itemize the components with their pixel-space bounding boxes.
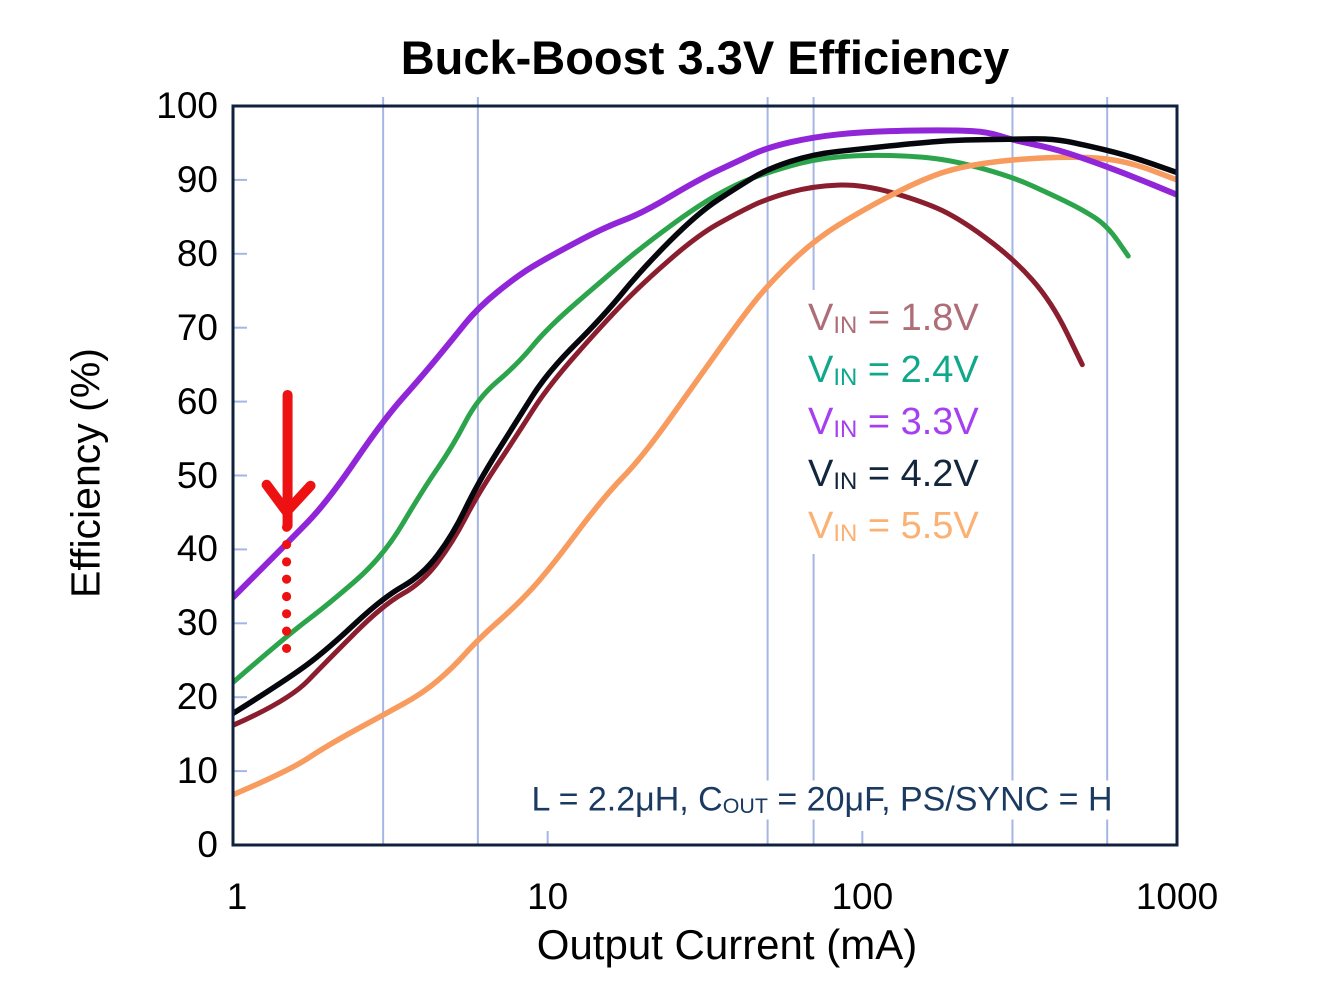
legend-value: = 5.5V bbox=[857, 505, 979, 547]
x-tick-label: 1 bbox=[226, 876, 248, 917]
x-tick-label: 100 bbox=[831, 876, 894, 917]
red-dotted-line-dot bbox=[281, 591, 292, 602]
legend-symbol: V bbox=[808, 401, 834, 443]
curve-vin-4.2v bbox=[233, 136, 1177, 717]
legend-value: = 3.3V bbox=[857, 401, 979, 443]
y-axis-label: Efficiency (%) bbox=[62, 348, 109, 598]
legend-symbol-subscript: IN bbox=[833, 467, 858, 495]
curve-vin-5.5v bbox=[233, 154, 1177, 798]
legend-symbol-subscript: IN bbox=[833, 415, 858, 443]
red-dotted-line-dot bbox=[281, 609, 292, 619]
y-tick-label: 100 bbox=[156, 85, 218, 126]
legend: VIN = 1.8V VIN = 2.4V VIN = 3.3V VIN = 4.2V… bbox=[806, 290, 985, 554]
red-dotted-line-dot bbox=[281, 626, 292, 636]
red-dotted-line-dot bbox=[281, 574, 292, 584]
x-axis-label: Output Current (mA) bbox=[536, 921, 918, 968]
y-tick-label: 0 bbox=[197, 824, 218, 865]
plot-frame bbox=[231, 104, 1179, 847]
red-dotted-line-dot bbox=[281, 522, 292, 532]
legend-symbol-subscript: IN bbox=[833, 519, 858, 547]
y-tick-label: 30 bbox=[176, 602, 218, 644]
annotation-suffix: = 20μF, PS/SYNC = H bbox=[767, 780, 1113, 819]
curve-vin-2.4v bbox=[233, 152, 1131, 685]
legend-value: = 4.2V bbox=[857, 453, 979, 495]
red-arrow-head bbox=[261, 479, 316, 517]
y-tick-label: 70 bbox=[176, 306, 218, 348]
red-dotted-line-dot bbox=[281, 643, 292, 654]
conditions-annotation: L = 2.2μH, COUT = 20μF, PS/SYNC = H bbox=[525, 780, 1119, 820]
legend-symbol: V bbox=[808, 349, 834, 391]
annotation-prefix: L = 2.2μH, C bbox=[531, 780, 723, 819]
y-tick-label: 40 bbox=[176, 528, 218, 570]
legend-value: = 2.4V bbox=[857, 349, 979, 391]
y-tick-label: 90 bbox=[176, 158, 218, 200]
chart-title: Buck-Boost 3.3V Efficiency bbox=[400, 31, 1010, 84]
legend-value: = 1.8V bbox=[857, 297, 979, 339]
y-tick-label: 20 bbox=[176, 676, 218, 718]
y-tick-label: 60 bbox=[176, 380, 218, 422]
legend-item-vin-5.5v: VIN = 5.5V bbox=[808, 500, 979, 552]
x-tick-label: 1000 bbox=[1135, 876, 1219, 917]
red-dotted-line-dot bbox=[281, 557, 292, 567]
legend-item-vin-2.4v: VIN = 2.4V bbox=[808, 344, 979, 396]
legend-item-vin-4.2v: VIN = 4.2V bbox=[808, 448, 979, 500]
annotation-subscript: OUT bbox=[722, 794, 768, 819]
legend-symbol: V bbox=[808, 453, 834, 495]
legend-symbol: V bbox=[808, 297, 834, 339]
red-dotted-line-dot bbox=[281, 539, 292, 550]
curve-vin-1.8v bbox=[233, 182, 1085, 728]
legend-item-vin-1.8v: VIN = 1.8V bbox=[808, 292, 979, 344]
legend-symbol: V bbox=[808, 505, 834, 547]
y-tick-label: 10 bbox=[176, 750, 218, 792]
legend-symbol-subscript: IN bbox=[833, 363, 858, 391]
legend-item-vin-3.3v: VIN = 3.3V bbox=[808, 396, 979, 448]
legend-symbol-subscript: IN bbox=[833, 311, 858, 339]
x-tick-label: 10 bbox=[527, 876, 569, 917]
y-tick-label: 50 bbox=[176, 454, 218, 496]
y-tick-label: 80 bbox=[176, 232, 218, 274]
